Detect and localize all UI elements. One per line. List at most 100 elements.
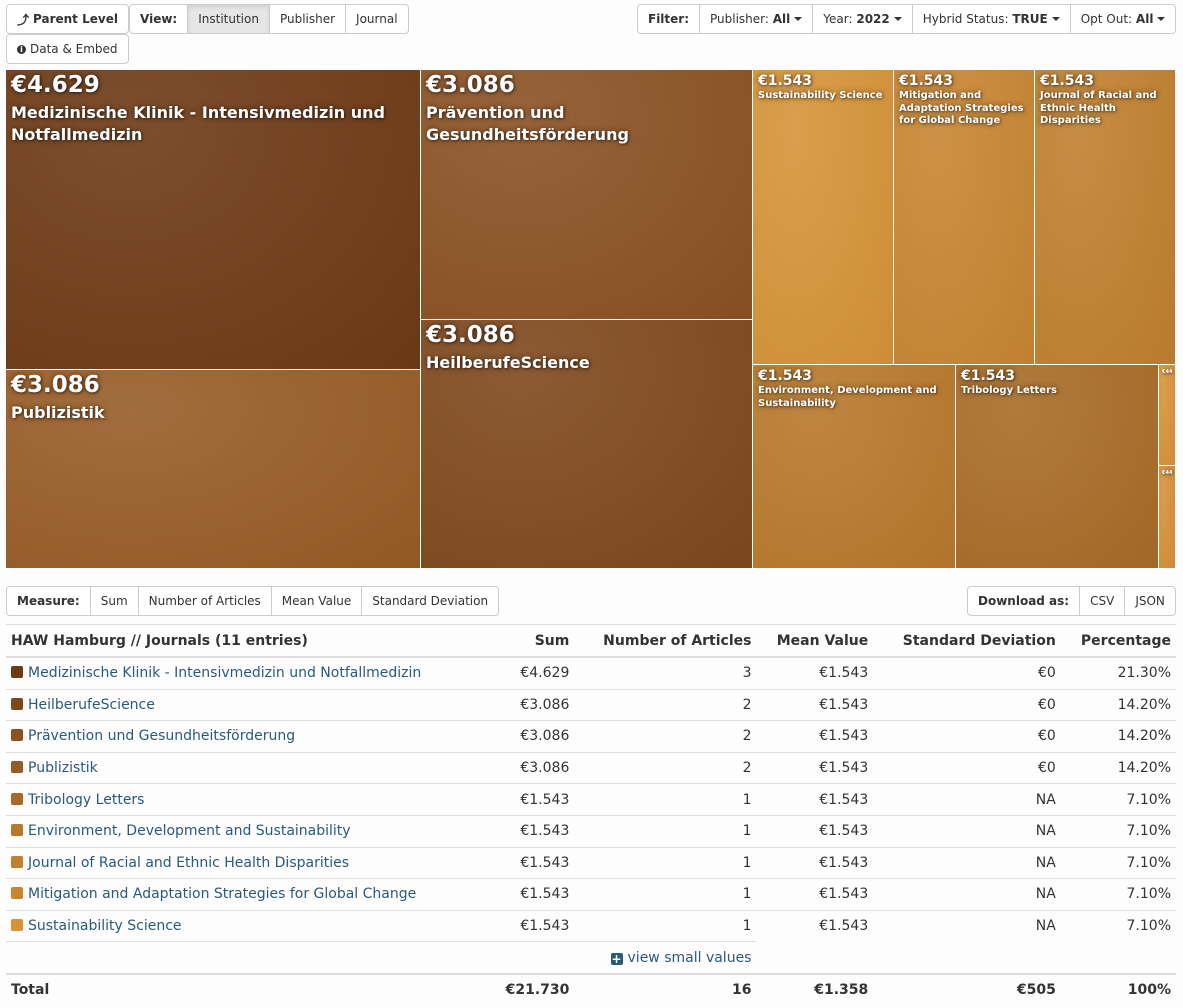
- journal-link[interactable]: Medizinische Klinik - Intensivmedizin un…: [28, 665, 422, 682]
- data-embed-button[interactable]: i Data & Embed: [6, 34, 129, 64]
- measure-sd-button[interactable]: Standard Deviation: [361, 587, 498, 615]
- hybrid-status-filter-dropdown[interactable]: Hybrid Status: TRUE: [911, 5, 1070, 33]
- journal-link[interactable]: Prävention und Gesundheitsförderung: [28, 728, 296, 745]
- measure-mean-button[interactable]: Mean Value: [270, 587, 361, 615]
- publisher-filter-label: Publisher:: [710, 12, 769, 26]
- col-header-sum[interactable]: Sum: [489, 624, 575, 658]
- download-json-button[interactable]: JSON: [1124, 587, 1175, 615]
- journal-link[interactable]: Tribology Letters: [28, 791, 145, 808]
- table-row: Medizinische Klinik - Intensivmedizin un…: [6, 656, 1176, 690]
- treemap-tile[interactable]: €3.086 HeilberufeScience: [421, 320, 753, 569]
- color-swatch: [11, 855, 23, 868]
- opt-out-filter-dropdown[interactable]: Opt Out: All: [1069, 5, 1176, 33]
- journal-link[interactable]: Journal of Racial and Ethnic Health Disp…: [28, 854, 350, 871]
- articles-cell: 1: [574, 878, 757, 911]
- tile-value: €4.629: [11, 72, 100, 98]
- treemap-tile-small[interactable]: €44: [1159, 365, 1176, 466]
- year-filter-value: 2022: [856, 12, 890, 26]
- color-swatch: [11, 919, 23, 932]
- color-swatch: [11, 729, 23, 742]
- percentage-cell: 14.20%: [1060, 751, 1176, 784]
- tile-value: €1.543: [758, 368, 813, 384]
- col-header-sd[interactable]: Standard Deviation: [873, 624, 1061, 658]
- view-institution-button[interactable]: Institution: [187, 5, 269, 33]
- treemap-tile[interactable]: €3.086 Prävention und Gesundheitsförderu…: [421, 70, 753, 320]
- total-sd: €505: [873, 972, 1061, 1006]
- parent-level-button[interactable]: ⤴ Parent Level: [6, 4, 129, 34]
- mean-cell: €1.543: [756, 751, 874, 784]
- view-publisher-button[interactable]: Publisher: [268, 5, 345, 33]
- table-row: Sustainability Science €1.543 1 €1.543 N…: [6, 909, 1176, 942]
- treemap-tile[interactable]: €3.086 Publizistik: [6, 370, 421, 569]
- journal-link[interactable]: Sustainability Science: [28, 918, 182, 935]
- tile-value: €3.086: [426, 72, 515, 98]
- journal-link[interactable]: Environment, Development and Sustainabil…: [28, 823, 351, 840]
- optout-filter-label: Opt Out:: [1080, 12, 1133, 26]
- tile-label: Sustainability Science: [758, 90, 883, 101]
- download-group: Download as: CSV JSON: [967, 586, 1176, 616]
- articles-cell: 2: [574, 751, 757, 784]
- treemap-tile[interactable]: €1.543 Environment, Development and Sust…: [753, 365, 956, 569]
- treemap-tile[interactable]: €1.543 Tribology Letters: [956, 365, 1159, 569]
- col-header-mean[interactable]: Mean Value: [756, 624, 874, 658]
- mean-cell: €1.543: [756, 814, 874, 848]
- color-swatch: [11, 761, 23, 774]
- treemap-tile[interactable]: €1.543 Mitigation and Adaptation Strateg…: [894, 70, 1035, 365]
- table-row: Tribology Letters €1.543 1 €1.543 NA 7.1…: [6, 783, 1176, 816]
- mean-cell: €1.543: [756, 720, 874, 753]
- articles-cell: 1: [574, 846, 757, 879]
- sd-cell: €0: [873, 656, 1061, 690]
- view-small-values-label: view small values: [627, 949, 752, 966]
- view-small-values-link[interactable]: + view small values: [6, 941, 757, 974]
- percentage-cell: 7.10%: [1060, 878, 1176, 911]
- filter-bar: Filter: Publisher: All Year: 2022 Hybrid…: [637, 4, 1177, 34]
- sd-cell: NA: [873, 878, 1061, 911]
- measure-sum-button[interactable]: Sum: [89, 587, 138, 615]
- table-header-row: HAW Hamburg // Journals (11 entries) Sum…: [6, 624, 1176, 658]
- view-small-values-row: + view small values: [6, 941, 1176, 974]
- journal-link[interactable]: Mitigation and Adaptation Strategies for…: [28, 886, 417, 903]
- caret-down-icon: [893, 17, 902, 21]
- mean-cell: €1.543: [756, 783, 874, 816]
- hybrid-filter-value: TRUE: [1012, 12, 1048, 26]
- year-filter-dropdown[interactable]: Year: 2022: [812, 5, 911, 33]
- journal-link[interactable]: HeilberufeScience: [28, 696, 155, 713]
- treemap-tile[interactable]: €4.629 Medizinische Klinik - Intensivmed…: [6, 70, 421, 370]
- publisher-filter-dropdown[interactable]: Publisher: All: [699, 5, 812, 33]
- percentage-cell: 21.30%: [1060, 656, 1176, 690]
- color-swatch: [11, 666, 23, 679]
- col-header-articles[interactable]: Number of Articles: [574, 624, 757, 658]
- tile-value: €1.543: [961, 368, 1016, 384]
- tile-value: €1.543: [758, 73, 813, 89]
- treemap-tile-small[interactable]: €44: [1159, 466, 1176, 569]
- treemap-tile[interactable]: €1.543 Journal of Racial and Ethnic Heal…: [1035, 70, 1176, 365]
- table-row: Prävention und Gesundheitsförderung €3.0…: [6, 720, 1176, 753]
- view-journal-button[interactable]: Journal: [345, 5, 408, 33]
- tile-label: Medizinische Klinik - Intensivmedizin un…: [11, 103, 385, 144]
- total-articles: 16: [574, 972, 757, 1006]
- articles-cell: 3: [574, 656, 757, 690]
- journals-table: HAW Hamburg // Journals (11 entries) Sum…: [6, 624, 1176, 1006]
- sum-cell: €1.543: [489, 846, 575, 879]
- articles-cell: 2: [574, 688, 757, 721]
- download-csv-button[interactable]: CSV: [1079, 587, 1124, 615]
- download-label: Download as:: [978, 594, 1070, 608]
- sum-cell: €3.086: [489, 688, 575, 721]
- col-header-journal[interactable]: HAW Hamburg // Journals (11 entries): [6, 624, 490, 658]
- data-embed-label: Data & Embed: [30, 42, 118, 56]
- total-row: Total €21.730 16 €1.358 €505 100%: [6, 972, 1176, 1006]
- tile-value: €3.086: [11, 372, 100, 398]
- treemap-tile[interactable]: €1.543 Sustainability Science: [753, 70, 894, 365]
- journal-link[interactable]: Publizistik: [28, 760, 98, 777]
- total-percentage: 100%: [1060, 972, 1176, 1006]
- total-mean: €1.358: [756, 972, 874, 1006]
- sd-cell: €0: [873, 688, 1061, 721]
- table-row: HeilberufeScience €3.086 2 €1.543 €0 14.…: [6, 688, 1176, 721]
- mean-cell: €1.543: [756, 909, 874, 942]
- measure-articles-button[interactable]: Number of Articles: [137, 587, 271, 615]
- sd-cell: NA: [873, 909, 1061, 942]
- sum-cell: €3.086: [489, 720, 575, 753]
- tile-value: €1.543: [1040, 73, 1095, 89]
- color-swatch: [11, 887, 23, 900]
- col-header-percentage[interactable]: Percentage: [1060, 624, 1176, 658]
